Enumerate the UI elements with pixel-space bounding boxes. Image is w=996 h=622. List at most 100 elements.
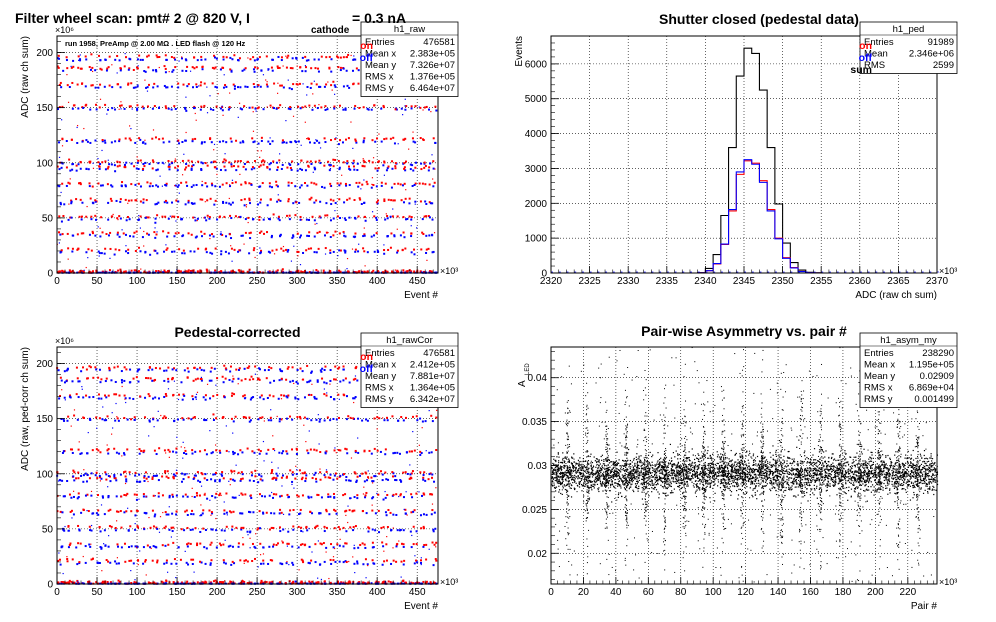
- on-point: [170, 56, 173, 59]
- off-point: [253, 70, 256, 73]
- on-point: [186, 580, 189, 583]
- transition-point: [194, 112, 196, 115]
- on-point: [408, 197, 411, 200]
- off-point: [109, 561, 112, 564]
- on-point: [323, 137, 326, 140]
- on-point: [106, 449, 109, 452]
- off-point: [412, 510, 415, 513]
- on-point: [325, 510, 328, 513]
- on-point: [106, 183, 109, 186]
- off-point: [317, 70, 320, 73]
- on-point: [384, 448, 387, 451]
- off-point: [129, 368, 132, 371]
- off-point: [134, 141, 137, 144]
- off-point: [105, 396, 108, 399]
- off-point: [338, 544, 341, 547]
- on-point: [383, 582, 386, 585]
- on-point: [295, 83, 298, 86]
- asymmetry-point: [704, 468, 706, 470]
- off-point: [432, 530, 435, 533]
- off-point: [225, 511, 228, 514]
- off-point: [385, 514, 388, 517]
- on-point: [138, 54, 141, 57]
- on-point: [329, 198, 332, 201]
- on-point: [299, 367, 302, 370]
- on-point: [314, 67, 317, 70]
- off-point: [154, 545, 157, 548]
- off-point: [158, 107, 161, 110]
- off-point: [230, 163, 233, 166]
- off-point: [182, 418, 185, 421]
- on-point: [58, 558, 61, 561]
- on-point: [423, 166, 426, 169]
- on-point: [276, 269, 279, 272]
- on-point: [395, 560, 398, 563]
- on-point: [391, 160, 394, 163]
- off-point: [249, 398, 252, 401]
- on-point: [259, 542, 262, 545]
- transition-point: [298, 569, 300, 571]
- off-point: [271, 58, 274, 61]
- off-point: [94, 234, 97, 237]
- transition-point: [64, 525, 66, 528]
- stats-row-label: RMS x: [365, 383, 394, 394]
- asymmetry-point: [665, 469, 668, 472]
- on-point: [133, 165, 136, 168]
- off-point: [239, 215, 242, 218]
- stats-row-value: 2.383e+05: [410, 49, 455, 60]
- on-point: [361, 472, 364, 475]
- off-point: [339, 216, 342, 219]
- asymmetry-point: [586, 482, 588, 485]
- on-point: [256, 378, 259, 381]
- on-point: [279, 84, 282, 87]
- off-point: [224, 562, 227, 565]
- asymmetry-point: [670, 460, 673, 462]
- on-point: [215, 105, 218, 108]
- on-point: [193, 67, 196, 70]
- y-tick-label: 200: [36, 359, 53, 370]
- on-point: [186, 543, 189, 546]
- off-point: [252, 511, 255, 514]
- off-point: [170, 562, 173, 565]
- transition-point: [329, 185, 332, 187]
- asymmetry-point: [756, 477, 758, 479]
- on-point: [181, 417, 184, 420]
- transition-point: [163, 163, 165, 165]
- transition-point: [175, 469, 178, 471]
- x-tick-label: 0: [54, 276, 60, 287]
- on-point: [285, 476, 288, 479]
- transition-point: [130, 127, 132, 130]
- asymmetry-point: [882, 461, 884, 464]
- off-point: [215, 57, 218, 60]
- on-point: [401, 248, 404, 251]
- off-point: [82, 106, 85, 109]
- on-point: [196, 581, 199, 584]
- off-point: [275, 107, 278, 110]
- on-point: [153, 231, 156, 234]
- off-point: [230, 69, 233, 72]
- on-point: [60, 581, 63, 584]
- on-point: [196, 471, 199, 474]
- transition-point: [412, 430, 414, 433]
- off-point: [219, 451, 222, 454]
- on-point: [366, 183, 369, 186]
- on-point: [166, 247, 169, 250]
- on-point: [138, 246, 141, 249]
- asymmetry-point: [592, 474, 595, 476]
- on-point: [185, 582, 188, 585]
- on-point: [423, 471, 426, 474]
- off-point: [81, 582, 84, 585]
- on-point: [116, 417, 119, 420]
- off-point: [107, 496, 110, 499]
- off-point: [232, 478, 235, 481]
- off-point: [210, 379, 213, 382]
- off-point: [114, 380, 117, 383]
- transition-point: [262, 74, 265, 76]
- off-point: [175, 451, 178, 454]
- on-point: [88, 477, 91, 480]
- transition-point: [245, 206, 248, 208]
- asymmetry-point: [581, 490, 583, 492]
- on-point: [67, 524, 70, 527]
- on-point: [187, 159, 190, 162]
- on-point: [110, 215, 113, 218]
